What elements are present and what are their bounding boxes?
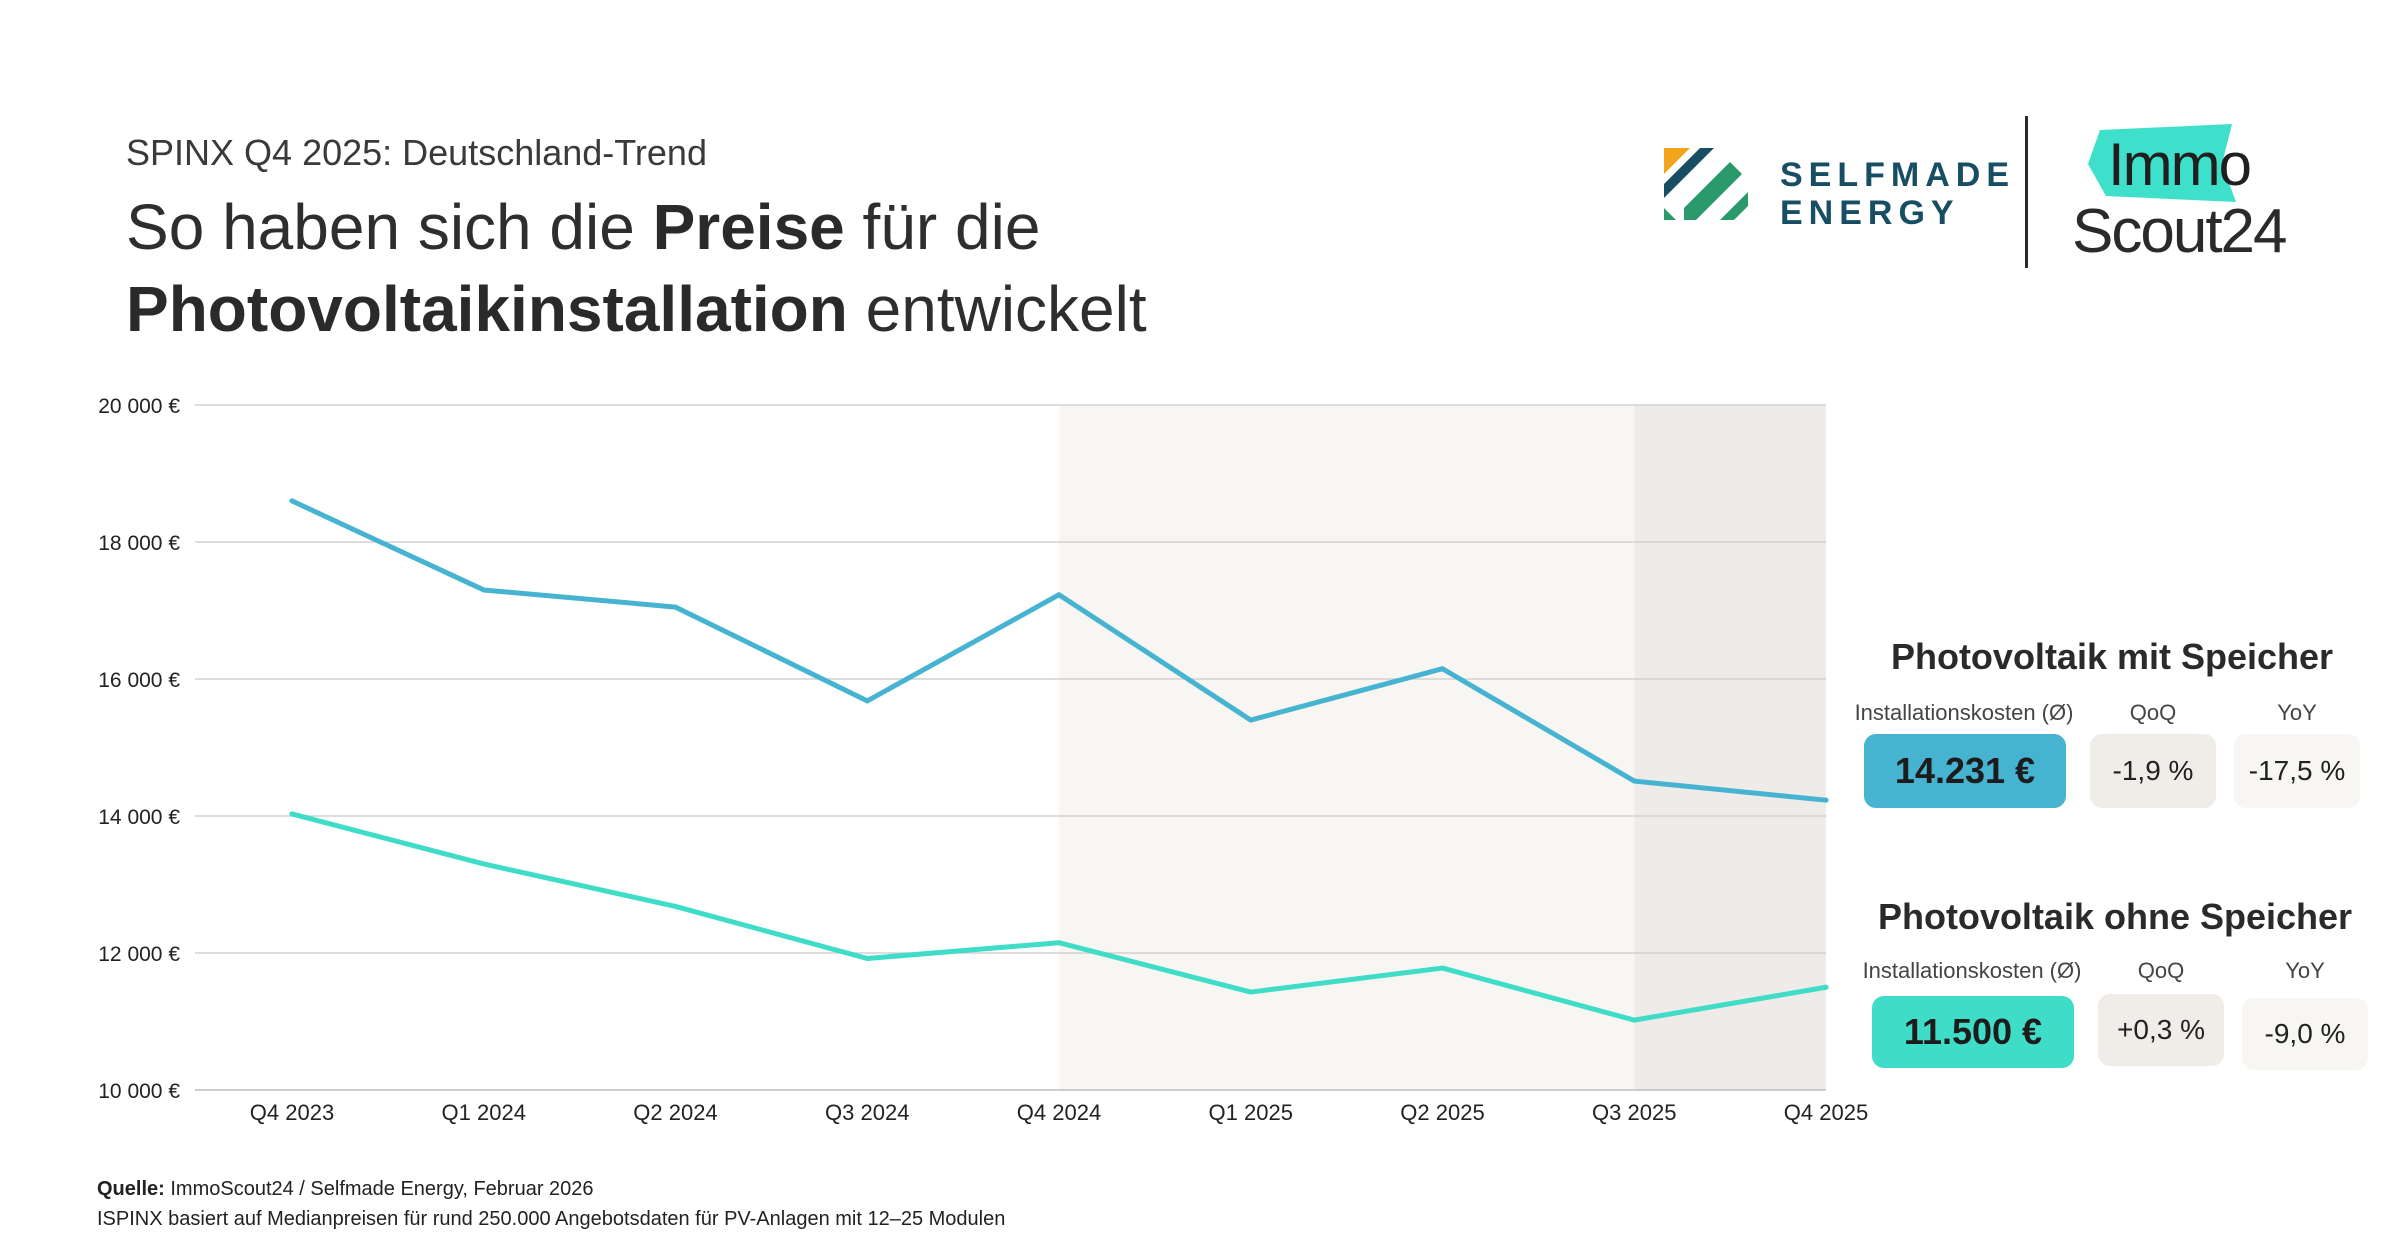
y-tick-label: 20 000 € [98, 395, 180, 418]
gridlines [195, 404, 1826, 1091]
x-axis-ticks: Q4 2023 Q1 2024 Q2 2024 Q3 2024 Q4 2024 Q1 20… [250, 1100, 1868, 1125]
data-point [864, 955, 870, 961]
source-label: Quelle: [97, 1178, 165, 1200]
chart-kicker: SPINX Q4 2025: Deutschland-Trend [126, 132, 707, 173]
source-note: Quelle: ImmoScout24 / Selfmade Energy, F… [97, 1174, 1005, 1234]
title-part-1: So haben sich die [126, 191, 653, 263]
data-point [1440, 965, 1445, 971]
panel-without-storage-qoq-header: QoQ [2137, 958, 2185, 983]
immoscout-logo-scout: Scout24 [2072, 197, 2288, 266]
selfmade-wordmark-line2: ENERGY [1780, 194, 1960, 232]
methodology-note: ISPINX basiert auf Medianpreisen für run… [97, 1208, 1006, 1230]
y-axis-ticks: 10 000 € 12 000 € 14 000 € 16 000 € 18 000 €… [98, 395, 180, 1103]
immoscout-logo-immo: Immo [2108, 131, 2252, 198]
y-tick-label: 16 000 € [98, 669, 180, 692]
immoscout24-badge-icon [2088, 124, 2236, 202]
panel-without-storage-cost-header: Installationskosten (Ø) [1862, 958, 2082, 983]
shaded-period-0 [1059, 405, 1635, 1090]
x-tick-label: Q4 2023 [250, 1100, 334, 1125]
data-point [1056, 940, 1062, 946]
selfmade-wordmark-line1: SELFMADE [1780, 156, 2015, 194]
data-point [864, 698, 870, 704]
data-point [1056, 592, 1062, 598]
chart-title: So haben sich die Preise für die Photovo… [126, 186, 1147, 350]
series-lines [289, 498, 1829, 1023]
panel-with-storage-cost-value: 14.231 € [1864, 734, 2066, 808]
title-part-5: entwickelt [847, 273, 1147, 345]
data-point [1440, 666, 1445, 672]
y-tick-label: 14 000 € [98, 806, 180, 829]
x-tick-label: Q2 2024 [633, 1100, 717, 1125]
panel-with-storage-title: Photovoltaik mit Speicher [1890, 636, 2334, 677]
panel-without-storage-cost-value: 11.500 € [1872, 996, 2074, 1068]
data-point [1248, 717, 1254, 723]
panel-without-storage-yoy-value: -9,0 % [2242, 998, 2368, 1070]
selfmade-energy-wordmark: SELFMADE ENERGY [1780, 156, 2015, 232]
data-point [481, 861, 487, 867]
panel-with-storage-yoy-header: YoY [2277, 700, 2317, 725]
x-tick-label: Q4 2024 [1017, 1100, 1101, 1125]
data-point [673, 903, 678, 909]
x-tick-label: Q2 2025 [1400, 1100, 1484, 1125]
data-point [481, 587, 487, 593]
source-text: ImmoScout24 / Selfmade Energy, Februar 2… [164, 1178, 594, 1200]
x-tick-label: Q1 2024 [442, 1100, 526, 1125]
title-part-2: Preise [652, 191, 845, 263]
title-part-3: für die [844, 191, 1041, 263]
panel-with-storage-cost-header: Installationskosten (Ø) [1854, 700, 2074, 725]
y-tick-label: 10 000 € [98, 1080, 180, 1103]
selfmade-energy-logo-icon [1664, 148, 1748, 220]
data-point [289, 498, 295, 504]
data-point [1631, 1017, 1637, 1023]
data-point [1248, 989, 1254, 995]
y-tick-label: 18 000 € [98, 532, 180, 555]
panel-without-storage-title: Photovoltaik ohne Speicher [1877, 896, 2353, 937]
panel-with-storage-qoq-header: QoQ [2129, 700, 2177, 725]
panel-without-storage-yoy-header: YoY [2285, 958, 2325, 983]
data-point [1823, 984, 1829, 990]
data-point [1823, 797, 1829, 803]
x-tick-label: Q4 2025 [1784, 1100, 1868, 1125]
shaded-periods [1059, 405, 1826, 1090]
data-point [1631, 778, 1637, 784]
logo-divider [2025, 116, 2028, 268]
y-tick-label: 12 000 € [98, 943, 180, 966]
panel-with-storage-qoq-value: -1,9 % [2090, 734, 2216, 808]
source-line: Quelle: ImmoScout24 / Selfmade Energy, F… [97, 1174, 1005, 1204]
x-tick-label: Q1 2025 [1209, 1100, 1293, 1125]
data-point [673, 604, 678, 610]
panel-with-storage-yoy-value: -17,5 % [2234, 734, 2360, 808]
panel-without-storage-qoq-value: +0,3 % [2098, 994, 2224, 1066]
data-point [289, 811, 295, 817]
title-part-4: Photovoltaikinstallation [126, 273, 848, 345]
shaded-period-1 [1634, 405, 1826, 1090]
x-tick-label: Q3 2024 [825, 1100, 909, 1125]
x-tick-label: Q3 2025 [1592, 1100, 1676, 1125]
